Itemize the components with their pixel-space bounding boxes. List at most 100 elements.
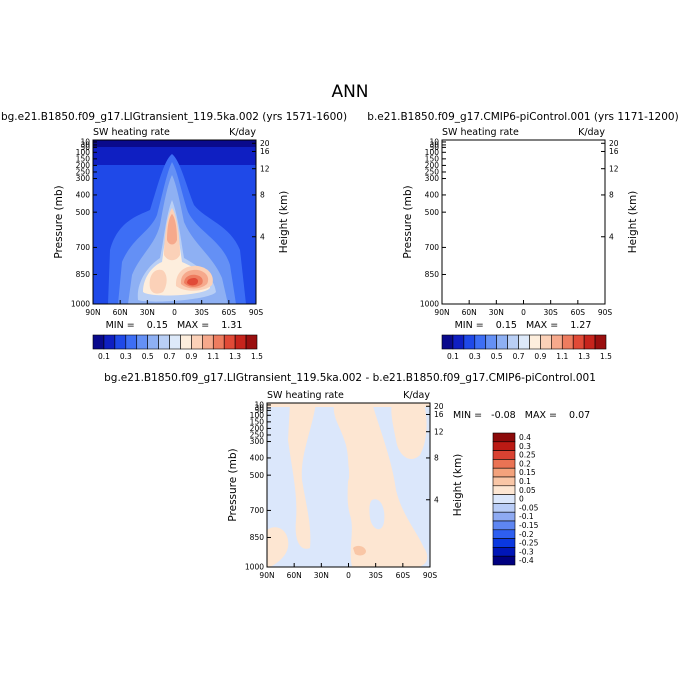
panel-diff-colorbar-label: -0.25	[519, 539, 539, 548]
panel-picontrol-ytick-right-label: 20	[609, 139, 619, 148]
panel-picontrol-ytick-right-label: 16	[609, 147, 619, 156]
panel-diff-colorbar-label: -0.3	[519, 547, 534, 556]
panel-picontrol-level-0.9a	[513, 208, 529, 260]
panel-lig-colorbar-box	[245, 334, 258, 350]
panel-picontrol-colorbar-label: 0.9	[534, 352, 546, 361]
panel-picontrol-colorbar-box	[441, 334, 454, 350]
panel-diff-positive-4	[391, 404, 427, 460]
panel-picontrol-colorbar-box	[529, 334, 541, 350]
panel-lig-xtick-label: 90S	[249, 308, 264, 317]
panel-picontrol-xtick-label: 30N	[489, 308, 504, 317]
panel-diff-colorbar-label: 0.4	[519, 433, 531, 442]
panel-lig-colorbar-box	[212, 334, 225, 350]
panel-diff-ytick-label: 200	[250, 424, 265, 433]
panel-diff-colorbar-box	[492, 459, 516, 469]
panel-picontrol-colorbar-box	[551, 334, 563, 350]
panel-lig-ytick-label: 100	[76, 148, 91, 157]
panel-lig-colorbar-box	[92, 334, 105, 350]
panel-diff-ylabel-right: Height (km)	[452, 454, 464, 517]
panel-lig-colorbar-box	[180, 334, 192, 350]
panel-lig-colorbar-box	[103, 334, 116, 350]
panel-diff-ytick-right-label: 8	[434, 454, 439, 463]
panel-diff-positive-2	[333, 403, 428, 567]
panel-picontrol-level-0.6	[477, 175, 577, 304]
panel-lig-colorbar-label: 1.3	[229, 352, 241, 361]
panel-diff-colorbar-label: 0.15	[519, 468, 536, 477]
panel-diff-colorbar-label: 0.3	[519, 442, 531, 451]
panel-lig-colorbar: 0.1 0.3 0.5 0.7 0.9 1.1 1.3 1.5	[92, 334, 263, 361]
panel-diff-ytick-label: 700	[250, 506, 265, 515]
panel-picontrol-ytick-label: 100	[425, 148, 440, 157]
panel-picontrol-stats: MIN = 0.15 MAX = 1.27	[455, 320, 592, 331]
panel-diff-colorbar-label: 0.2	[519, 459, 531, 468]
panel-lig-colorbar-box	[169, 334, 181, 350]
panel-lig-ylabel-right: Height (km)	[278, 191, 290, 254]
panel-diff-colorbar-box	[492, 547, 516, 557]
panel-lig-level-1.0a	[167, 214, 177, 245]
panel-picontrol-ytick-label: 150	[425, 154, 440, 163]
panel-picontrol-frame	[441, 139, 606, 305]
panel-diff-ytick-right-label: 16	[434, 410, 444, 419]
panel-diff-positive-strong	[353, 545, 366, 556]
figure-title: ANN	[331, 82, 368, 102]
panel-picontrol-colorbar-box	[463, 334, 476, 350]
panel-diff-negative-1	[338, 454, 350, 485]
panel-picontrol-colorbar-box	[507, 334, 519, 350]
panel-lig-colorbar-box	[223, 334, 236, 350]
panel-picontrol-ytick-right-label: 12	[609, 164, 619, 173]
panel-diff-positive-3	[267, 527, 289, 567]
panel-picontrol-xtick-label: 0	[521, 308, 526, 317]
panel-diff-colorbar-label: 0.1	[519, 477, 531, 486]
panel-picontrol-subtitle-right: K/day	[578, 127, 605, 138]
panel-lig-level-1.2	[187, 278, 199, 286]
panel-picontrol-ytick-label: 1000	[420, 300, 439, 309]
panel-lig-ytick-label: 700	[76, 243, 91, 252]
panel-diff-colorbar-box	[492, 538, 516, 548]
panel-picontrol-xtick-label: 60N	[462, 308, 477, 317]
panel-diff-ytick-label: 100	[250, 411, 265, 420]
panel-picontrol-colorbar-box	[572, 334, 585, 350]
panel-picontrol-ytick-right-label: 4	[609, 232, 614, 241]
panel-picontrol-title: b.e21.B1850.f09_g17.CMIP6-piControl.001 …	[367, 111, 678, 123]
panel-lig-ytick-label: 1000	[71, 300, 90, 309]
panel-lig-level-0.9c	[149, 269, 167, 294]
panel-picontrol-ytick-label: 250	[425, 168, 440, 177]
panel-diff-colorbar-label: -0.15	[519, 521, 539, 530]
panel-diff-xtick-label: 60N	[287, 571, 302, 580]
panel-picontrol-ytick-label: 300	[425, 174, 440, 183]
panel-picontrol-xtick-label: 30S	[544, 308, 559, 317]
panel-diff-ytick-label: 300	[250, 437, 265, 446]
panel-diff-top-band	[267, 403, 430, 407]
panel-picontrol-ytick-label: 50	[429, 143, 439, 152]
panel-lig-ytick-right-label: 16	[260, 147, 270, 156]
panel-lig-ylabel: Pressure (mb)	[53, 185, 65, 258]
panel-diff: bg.e21.B1850.f09_g17.LIGtransient_119.5k…	[104, 372, 596, 580]
panel-picontrol-contours	[442, 140, 605, 304]
panel-lig-contours	[93, 140, 256, 304]
panel-picontrol-subtitle-left: SW heating rate	[442, 127, 519, 138]
panel-picontrol-colorbar-box	[485, 334, 497, 350]
panel-lig-colorbar-box	[158, 334, 170, 350]
panel-diff-xtick-label: 90N	[259, 571, 274, 580]
panel-lig-colorbar-label: 0.1	[98, 352, 110, 361]
panel-diff-ylabel: Pressure (mb)	[227, 448, 239, 521]
panel-diff-colorbar-box	[492, 520, 516, 531]
panel-diff-xtick-label: 0	[346, 571, 351, 580]
panel-diff-positive-1	[288, 403, 316, 549]
panel-diff-negative-2	[369, 499, 385, 530]
panel-lig-colorbar-label: 0.5	[142, 352, 154, 361]
panel-diff-stats: MIN = -0.08 MAX = 0.07	[453, 410, 590, 421]
panel-lig-ytick-label: 850	[76, 270, 91, 279]
panel-diff-colorbar-box	[492, 441, 516, 451]
panel-lig-ytick-label: 10	[80, 138, 90, 147]
panel-lig: bg.e21.B1850.f09_g17.LIGtransient_119.5k…	[1, 111, 347, 361]
panel-diff-ytick-label: 30	[254, 404, 264, 413]
panel-diff-colorbar-box	[492, 467, 516, 478]
panel-diff-ytick-label: 50	[254, 406, 264, 415]
panel-picontrol: b.e21.B1850.f09_g17.CMIP6-piControl.001 …	[367, 111, 678, 361]
panel-lig-colorbar-box	[147, 334, 159, 350]
panel-lig-colorbar-label: 1.5	[251, 352, 263, 361]
panel-lig-colorbar-box	[125, 334, 138, 350]
panel-picontrol-xtick-label: 90S	[598, 308, 613, 317]
